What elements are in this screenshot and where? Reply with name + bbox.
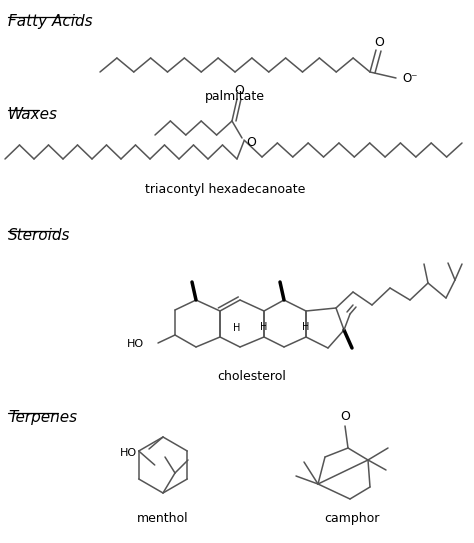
Text: cholesterol: cholesterol	[218, 370, 286, 383]
Text: O: O	[374, 35, 384, 48]
Text: Steroids: Steroids	[8, 228, 71, 243]
Text: H: H	[233, 323, 241, 333]
Text: triacontyl hexadecanoate: triacontyl hexadecanoate	[145, 183, 305, 196]
Text: Terpenes: Terpenes	[8, 410, 77, 425]
Text: Fatty Acids: Fatty Acids	[8, 14, 92, 29]
Text: palmitate: palmitate	[205, 90, 265, 103]
Text: H: H	[260, 322, 268, 332]
Text: HO: HO	[127, 339, 144, 349]
Text: Waxes: Waxes	[8, 107, 58, 122]
Text: O⁻: O⁻	[402, 72, 418, 85]
Text: O: O	[234, 85, 244, 98]
Text: menthol: menthol	[137, 512, 189, 525]
Text: H: H	[302, 322, 310, 332]
Text: O: O	[340, 409, 350, 422]
Text: O: O	[246, 136, 256, 149]
Text: camphor: camphor	[324, 512, 380, 525]
Text: HO: HO	[120, 448, 137, 458]
